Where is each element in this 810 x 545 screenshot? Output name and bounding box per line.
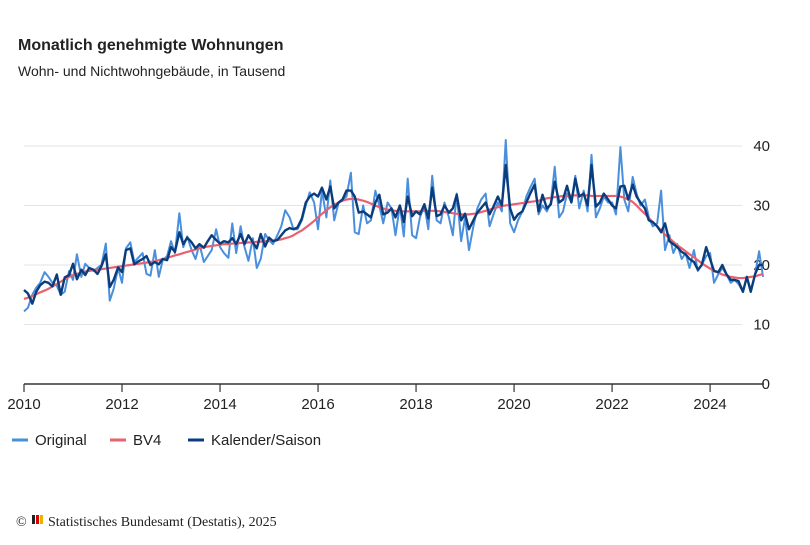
y-tick-label: 30	[753, 197, 770, 214]
logo-bar	[36, 515, 39, 524]
x-tick-label: 2024	[693, 396, 726, 413]
y-tick-label: 10	[753, 316, 770, 333]
x-tick-label: 2020	[497, 396, 530, 413]
chart-subtitle: Wohn- und Nichtwohngebäude, in Tausend	[18, 63, 285, 79]
y-tick-label: 40	[753, 138, 770, 155]
legend-item: BV4	[110, 432, 161, 449]
source: © Statistisches Bundesamt (Destatis), 20…	[16, 515, 277, 530]
x-tick-label: 2016	[301, 396, 334, 413]
legend-label: Original	[35, 432, 87, 449]
chart-title: Monatlich genehmigte Wohnungen	[18, 37, 283, 54]
legend-item: Original	[12, 432, 87, 449]
logo-bar	[32, 515, 35, 524]
legend-label: BV4	[133, 432, 161, 449]
x-tick-label: 2022	[595, 396, 628, 413]
legend-label: Kalender/Saison	[211, 432, 321, 449]
y-tick-label: 0	[762, 376, 770, 393]
copyright-sign: ©	[16, 515, 27, 530]
x-tick-label: 2018	[399, 396, 432, 413]
x-tick-label: 2014	[203, 396, 236, 413]
series-line	[23, 163, 764, 305]
legend-item: Kalender/Saison	[188, 432, 321, 449]
source-text: Statistisches Bundesamt (Destatis), 2025	[48, 515, 277, 530]
x-tick-label: 2012	[105, 396, 138, 413]
x-tick-label: 2010	[7, 396, 40, 413]
logo-bar	[40, 515, 43, 524]
